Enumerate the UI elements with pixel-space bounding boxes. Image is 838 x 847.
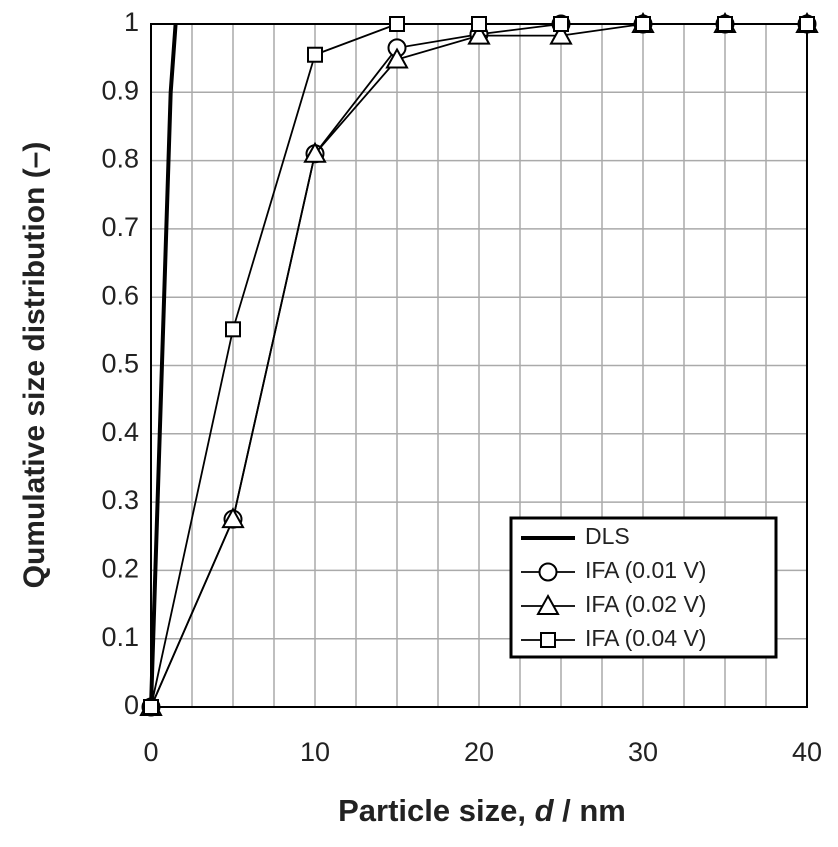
x-label-text: Particle size, xyxy=(338,793,534,828)
y-tick-label: 0.4 xyxy=(101,417,139,447)
data-point xyxy=(635,16,651,32)
x-label-symbol: d xyxy=(535,793,555,828)
x-tick-label: 30 xyxy=(628,737,658,767)
x-tick-label: 0 xyxy=(143,737,158,767)
data-point xyxy=(303,141,327,163)
y-tick-label: 0.8 xyxy=(101,144,139,174)
data-point xyxy=(143,699,159,715)
data-point xyxy=(553,16,569,32)
x-label-unit: / nm xyxy=(554,793,626,828)
data-point xyxy=(221,507,245,529)
x-tick-label: 40 xyxy=(792,737,822,767)
x-tick-label: 20 xyxy=(464,737,494,767)
y-tick-label: 0.9 xyxy=(101,75,139,105)
legend-marker xyxy=(536,593,560,615)
data-point xyxy=(549,23,573,45)
legend-label: IFA (0.04 V) xyxy=(585,625,706,651)
data-point xyxy=(225,321,241,338)
data-point xyxy=(471,16,487,32)
y-tick-label: 0.5 xyxy=(101,349,139,379)
legend-label: IFA (0.02 V) xyxy=(585,591,706,617)
data-point xyxy=(307,46,323,63)
y-tick-label: 0.2 xyxy=(101,554,139,584)
legend-marker xyxy=(540,632,556,648)
y-tick-label: 0.1 xyxy=(101,622,139,652)
x-tick-label: 10 xyxy=(300,737,330,767)
data-point xyxy=(389,16,405,32)
data-point xyxy=(717,16,733,32)
y-axis-label: Qumulative size distribution (–) xyxy=(18,142,51,589)
y-tick-label: 0 xyxy=(124,690,139,720)
legend-label: IFA (0.01 V) xyxy=(585,557,706,583)
y-tick-label: 0.3 xyxy=(101,485,139,515)
x-axis-label: Particle size, d / nm xyxy=(338,793,626,828)
y-tick-label: 1 xyxy=(124,7,139,37)
data-point xyxy=(467,23,491,45)
data-point xyxy=(799,16,815,32)
legend-label: DLS xyxy=(585,523,630,549)
data-point xyxy=(385,47,409,69)
y-tick-label: 0.6 xyxy=(101,280,139,310)
series-line xyxy=(149,23,178,708)
y-tick-label: 0.7 xyxy=(101,212,139,242)
legend-marker xyxy=(538,562,558,582)
